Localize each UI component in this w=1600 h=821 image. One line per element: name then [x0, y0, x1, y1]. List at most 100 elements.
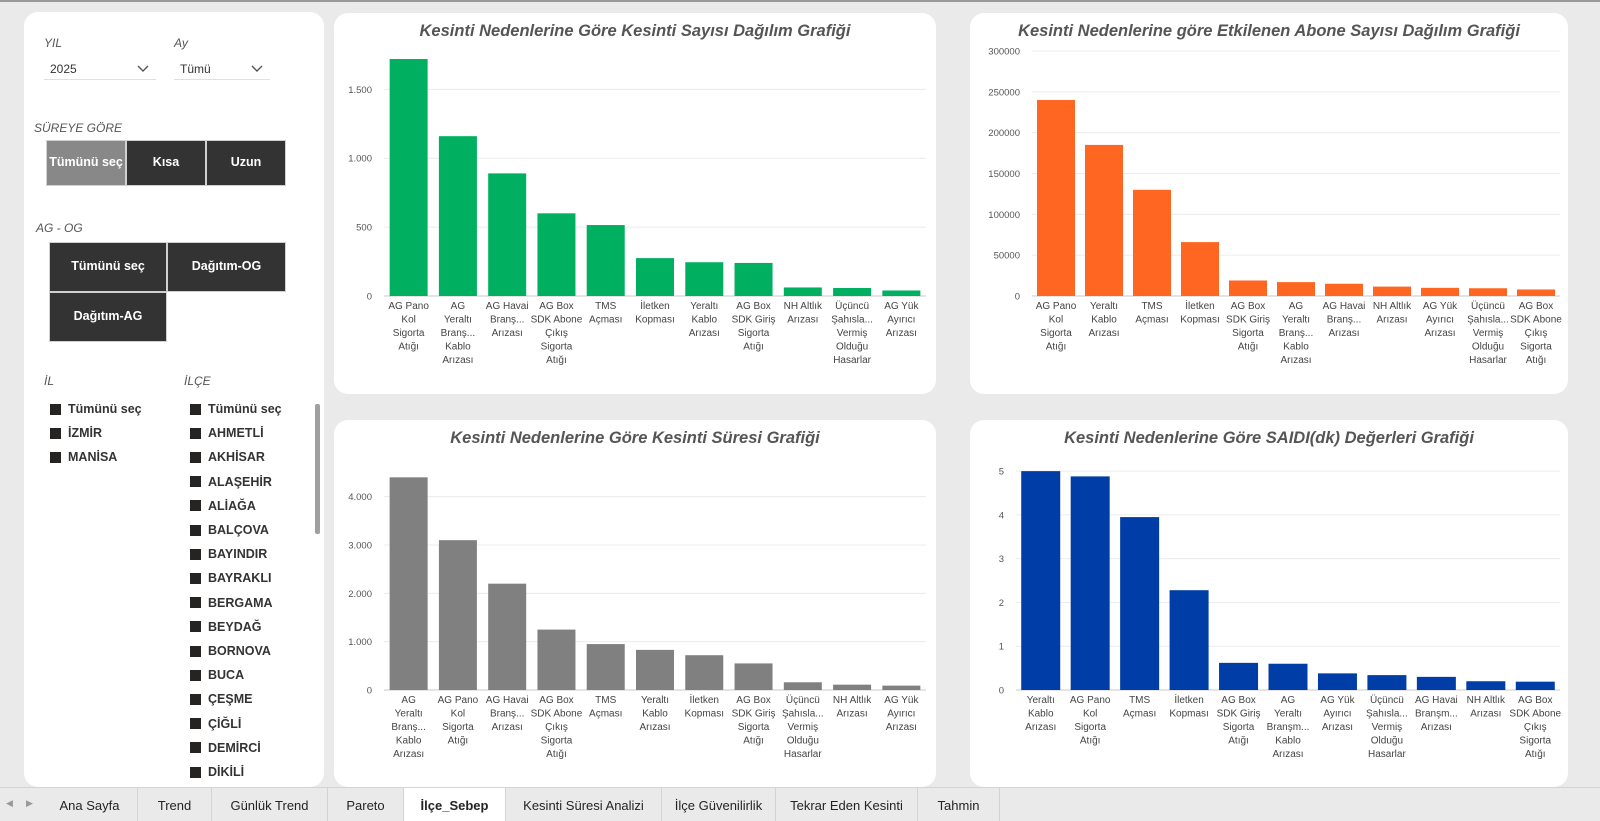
tab-9[interactable]: Tahmin [918, 788, 1000, 821]
checkbox-icon[interactable] [190, 693, 201, 705]
bar[interactable] [1181, 242, 1219, 296]
checkbox-icon[interactable] [190, 548, 201, 560]
district-scrollbar[interactable] [315, 404, 320, 534]
bar[interactable] [488, 583, 527, 690]
district-item[interactable]: BALÇOVA [190, 522, 269, 538]
checkbox-icon[interactable] [190, 645, 201, 657]
duration-short-button[interactable]: Kısa [126, 140, 206, 186]
bar[interactable] [389, 59, 428, 297]
bar[interactable] [1021, 471, 1061, 690]
tab-4[interactable]: Pareto [328, 788, 404, 821]
bar[interactable] [1421, 287, 1459, 296]
dagitim-ag-button[interactable]: Dağıtım-AG [49, 292, 167, 342]
bar[interactable] [1416, 676, 1456, 690]
checkbox-icon[interactable] [190, 524, 201, 536]
bar[interactable] [1373, 286, 1411, 296]
bar[interactable] [1469, 288, 1507, 296]
province-item[interactable]: MANİSA [50, 449, 117, 465]
bar[interactable] [1268, 663, 1308, 690]
district-item[interactable]: DEMİRCİ [190, 740, 261, 756]
bar[interactable] [685, 262, 724, 296]
district-item[interactable]: BAYRAKLI [190, 570, 271, 586]
district-item[interactable]: ÇİĞLİ [190, 716, 241, 732]
month-dropdown[interactable]: Tümü [174, 58, 270, 80]
bar[interactable] [586, 225, 625, 296]
checkbox-icon[interactable] [190, 476, 201, 488]
district-item[interactable]: ALAŞEHİR [190, 474, 272, 490]
district-item[interactable]: BERGAMA [190, 595, 273, 611]
bar[interactable] [1070, 476, 1110, 690]
district-item[interactable]: BUCA [190, 667, 244, 683]
duration-all-button[interactable]: Tümünü seç [46, 140, 126, 186]
tab-7[interactable]: İlçe Güvenilirlik [662, 788, 776, 821]
bar[interactable] [783, 287, 822, 296]
bar[interactable] [1517, 289, 1555, 296]
province-item[interactable]: Tümünü seç [50, 401, 142, 417]
district-item[interactable]: DİKİLİ [190, 764, 244, 780]
bar[interactable] [833, 684, 872, 690]
bar[interactable] [685, 655, 724, 690]
province-item[interactable]: İZMİR [50, 425, 102, 441]
tab-5[interactable]: İlçe_Sebep [404, 788, 506, 821]
district-item[interactable]: Tümünü seç [190, 401, 282, 417]
bar[interactable] [586, 644, 625, 690]
checkbox-icon[interactable] [190, 742, 201, 754]
bar[interactable] [1515, 681, 1555, 690]
tab-1[interactable]: Ana Sayfa [42, 788, 138, 821]
district-item[interactable]: BEYDAĞ [190, 619, 261, 635]
tab-6[interactable]: Kesinti Süresi Analizi [506, 788, 662, 821]
district-item[interactable]: BAYINDIR [190, 546, 267, 562]
bar[interactable] [636, 649, 674, 690]
tab-scroll-left-icon[interactable]: ◀ [6, 798, 13, 808]
bar[interactable] [1037, 100, 1075, 296]
bar[interactable] [1169, 590, 1209, 690]
bar[interactable] [1367, 675, 1407, 690]
checkbox-icon[interactable] [50, 403, 61, 415]
bar[interactable] [1133, 189, 1171, 296]
bar[interactable] [783, 682, 822, 690]
duration-long-button[interactable]: Uzun [206, 140, 286, 186]
bar[interactable] [734, 262, 773, 296]
checkbox-icon[interactable] [190, 718, 201, 730]
district-item[interactable]: AKHİSAR [190, 449, 265, 465]
dagitim-og-button[interactable]: Dağıtım-OG [167, 242, 286, 292]
checkbox-icon[interactable] [190, 451, 201, 463]
bar[interactable] [882, 290, 921, 296]
tab-8[interactable]: Tekrar Eden Kesinti [776, 788, 918, 821]
bar[interactable] [636, 258, 674, 296]
checkbox-icon[interactable] [50, 451, 61, 463]
checkbox-icon[interactable] [190, 766, 201, 778]
bar[interactable] [537, 629, 576, 690]
agog-all-button[interactable]: Tümünü seç [49, 242, 167, 292]
bar[interactable] [1120, 517, 1160, 690]
bar[interactable] [1277, 282, 1315, 296]
bar[interactable] [537, 213, 576, 296]
bar[interactable] [1219, 662, 1259, 690]
bar[interactable] [833, 288, 872, 296]
checkbox-icon[interactable] [190, 403, 201, 415]
bar[interactable] [389, 477, 428, 690]
bar[interactable] [1085, 144, 1123, 296]
bar[interactable] [438, 136, 477, 296]
tab-2[interactable]: Trend [138, 788, 212, 821]
district-item[interactable]: ALİAĞA [190, 498, 256, 514]
year-dropdown[interactable]: 2025 [44, 58, 156, 80]
district-item[interactable]: AHMETLİ [190, 425, 264, 441]
bar[interactable] [1317, 673, 1357, 690]
bar[interactable] [438, 540, 477, 690]
tab-3[interactable]: Günlük Trend [212, 788, 328, 821]
bar[interactable] [1229, 280, 1267, 296]
district-item[interactable]: BORNOVA [190, 643, 271, 659]
checkbox-icon[interactable] [50, 427, 61, 439]
bar[interactable] [734, 663, 773, 690]
bar[interactable] [882, 685, 921, 690]
checkbox-icon[interactable] [190, 621, 201, 633]
checkbox-icon[interactable] [190, 597, 201, 609]
bar[interactable] [1466, 681, 1506, 690]
tab-scroll-right-icon[interactable]: ▶ [26, 798, 33, 808]
district-item[interactable]: ÇEŞME [190, 691, 252, 707]
checkbox-icon[interactable] [190, 572, 201, 584]
bar[interactable] [488, 173, 527, 296]
checkbox-icon[interactable] [190, 669, 201, 681]
checkbox-icon[interactable] [190, 500, 201, 512]
